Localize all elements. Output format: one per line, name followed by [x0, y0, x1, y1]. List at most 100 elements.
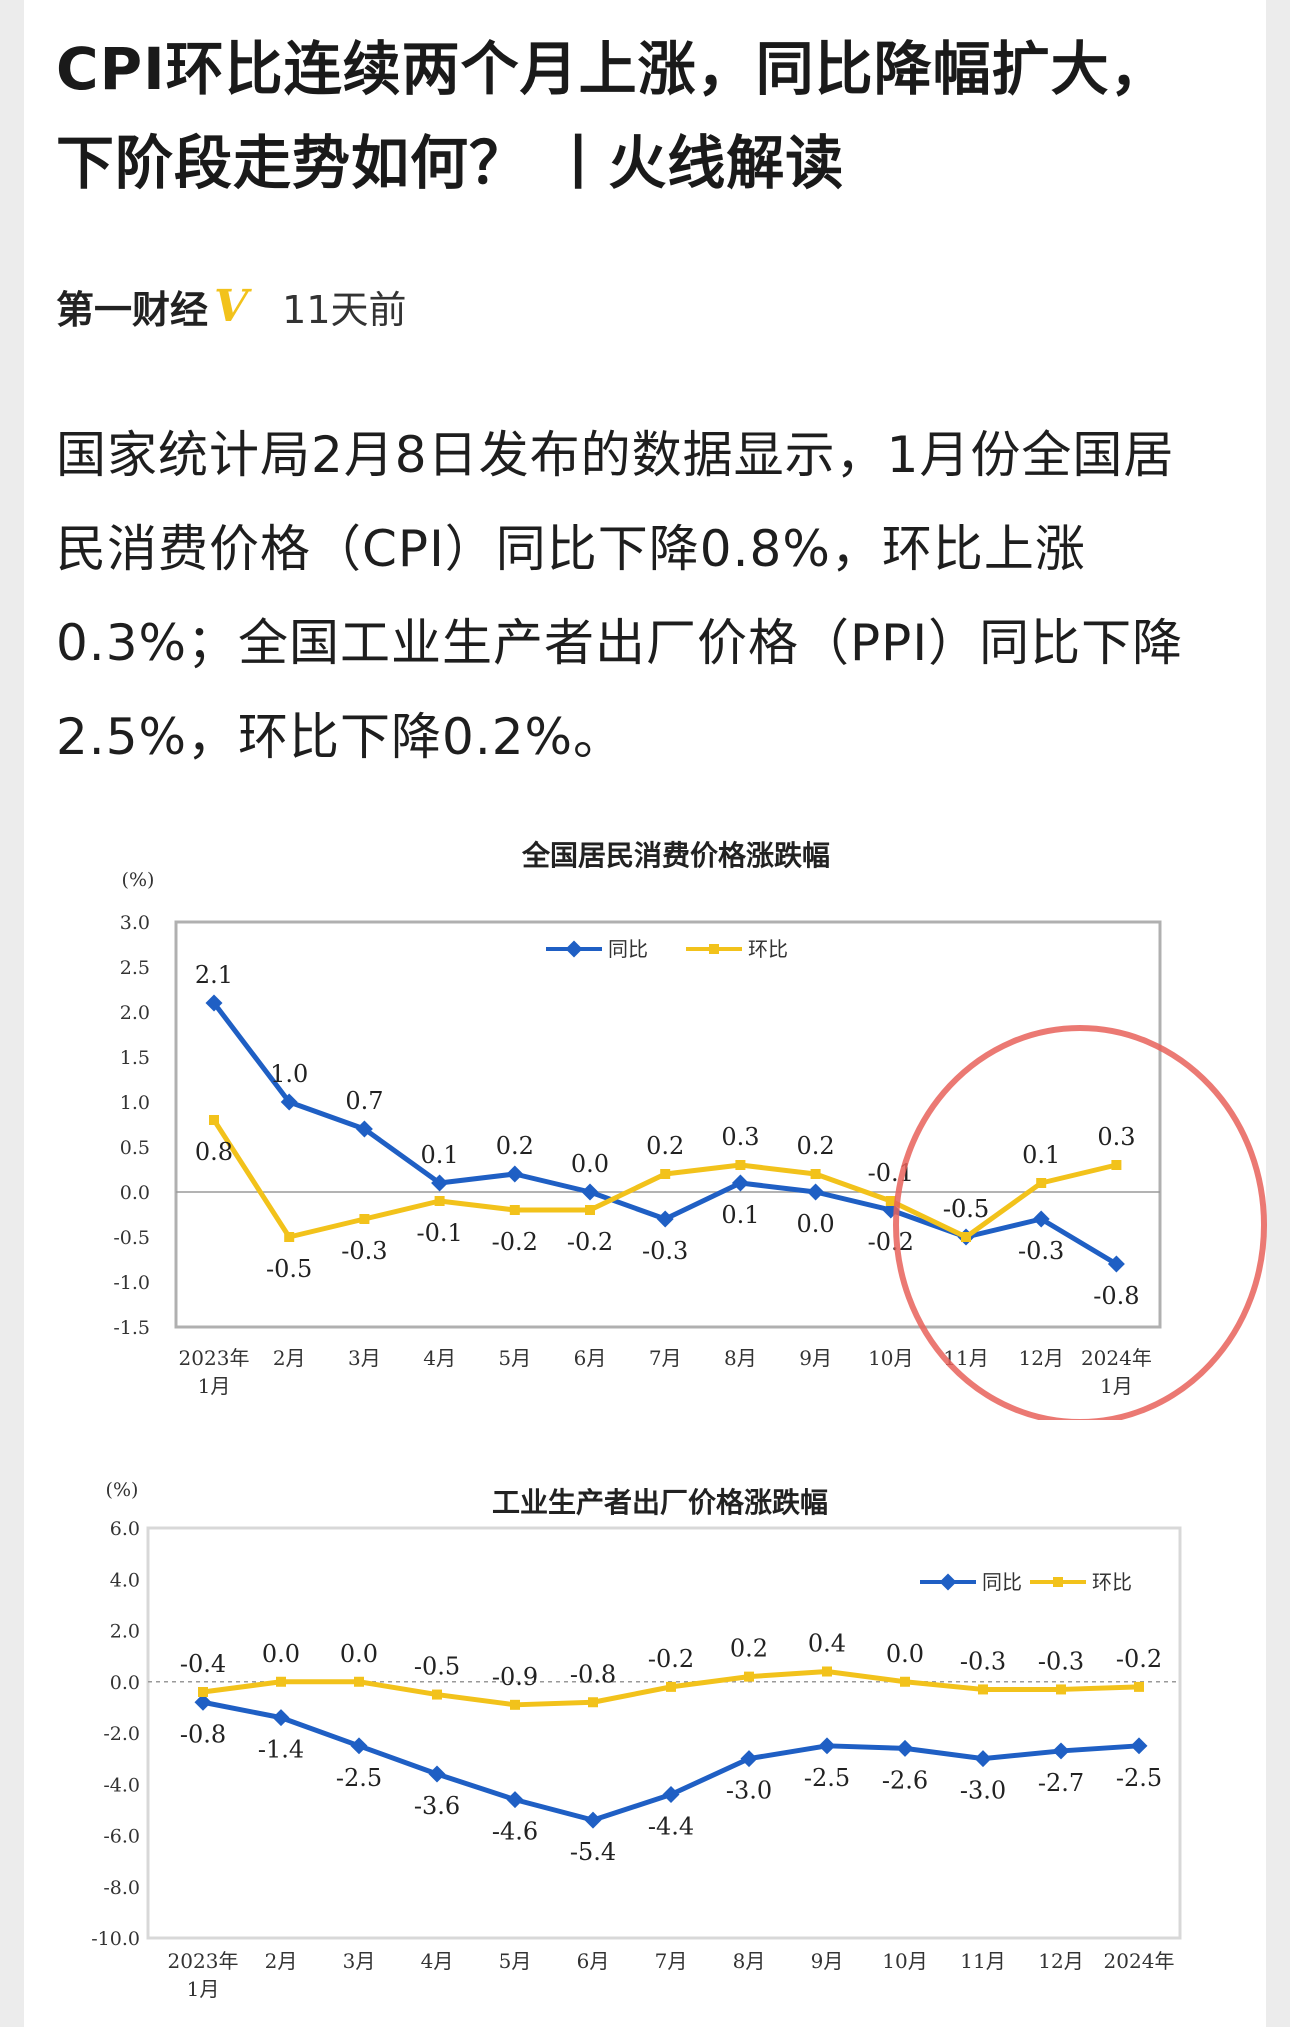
cpi-data-label: 0.7: [345, 1087, 383, 1115]
cpi-x-tick-label: 2月: [273, 1346, 306, 1370]
cpi-y-unit: (%): [122, 869, 155, 891]
ppi-legend-label: 同比: [982, 1570, 1022, 1594]
ppi-point-mom: [1056, 1684, 1066, 1695]
cpi-data-label: -0.5: [943, 1195, 989, 1223]
cpi-point-mom: [1036, 1178, 1047, 1188]
ppi-x-tick-label: 1月: [187, 1977, 220, 2001]
ppi-point-mom: [822, 1666, 832, 1677]
cpi-data-label: 0.2: [797, 1132, 835, 1160]
ppi-x-tick-label: 9月: [811, 1949, 844, 1973]
ppi-point-yoy: [584, 1811, 602, 1829]
cpi-data-label: -0.2: [868, 1228, 914, 1256]
source-name[interactable]: 第一财经: [56, 287, 209, 332]
cpi-data-label: 0.1: [421, 1141, 459, 1169]
ppi-point-mom: [588, 1697, 598, 1708]
cpi-plot-frame: [174, 920, 1162, 1329]
ppi-x-tick-label: 2月: [265, 1949, 298, 1973]
cpi-y-tick-label: -1.0: [113, 1272, 150, 1294]
cpi-point-mom: [1111, 1160, 1122, 1170]
cpi-legend-label: 同比: [608, 937, 648, 961]
ppi-x-tick-label: 10月: [882, 1949, 927, 1973]
ppi-legend-marker: [939, 1573, 957, 1591]
cpi-x-tick-label: 1月: [198, 1374, 231, 1398]
ppi-data-label: 0.2: [730, 1635, 768, 1663]
cpi-data-label: 0.0: [571, 1150, 609, 1178]
ppi-point-mom: [744, 1671, 754, 1682]
ppi-legend-marker: [1053, 1577, 1063, 1587]
ppi-data-label: 0.0: [262, 1640, 300, 1668]
cpi-data-label: -0.2: [567, 1228, 613, 1256]
cpi-data-label: -0.5: [266, 1255, 312, 1283]
ppi-point-yoy: [740, 1750, 758, 1768]
ppi-point-mom: [978, 1684, 988, 1695]
cpi-point-yoy: [205, 994, 223, 1012]
cpi-x-tick-label: 2024年: [1081, 1346, 1152, 1370]
ppi-y-tick-label: 6.0: [110, 1518, 140, 1540]
cpi-data-label: -0.3: [642, 1237, 688, 1265]
cpi-x-tick-label: 9月: [799, 1346, 832, 1370]
ppi-data-label: -0.9: [492, 1663, 538, 1691]
ppi-data-label: -3.0: [726, 1777, 772, 1805]
cpi-point-mom: [284, 1232, 295, 1242]
ppi-point-mom: [354, 1676, 364, 1687]
ppi-point-yoy: [974, 1750, 992, 1768]
ppi-x-tick-label: 5月: [499, 1949, 532, 1973]
cpi-chart: 全国居民消费价格涨跌幅 (%) 3.0 2.5 2.0 1.5 1.0 0.5 0.0 -0.5 -…: [113, 839, 1267, 1420]
cpi-data-label: 0.8: [195, 1138, 233, 1166]
article-title: CPI环比连续两个月上涨，同比降幅扩大，下阶段走势如何？ 丨火线解读: [56, 35, 1169, 197]
cpi-point-yoy: [581, 1183, 599, 1201]
cpi-point-mom: [885, 1196, 896, 1206]
cpi-legend-marker: [565, 940, 583, 958]
ppi-point-mom: [198, 1687, 208, 1697]
ppi-data-label: -0.4: [180, 1650, 226, 1678]
cpi-point-mom: [961, 1232, 971, 1242]
ppi-data-label: -2.5: [336, 1764, 382, 1792]
cpi-x-tick-label: 10月: [868, 1346, 913, 1370]
cpi-data-label: 0.2: [646, 1132, 684, 1160]
ppi-point-mom: [666, 1681, 676, 1692]
ppi-data-label: -0.5: [414, 1653, 460, 1681]
ppi-x-tick-label: 3月: [343, 1949, 376, 1973]
ppi-point-yoy: [662, 1786, 680, 1803]
cpi-x-tick-label: 3月: [348, 1346, 381, 1370]
ppi-x-tick-label: 2023年: [168, 1949, 239, 1973]
ppi-data-label: -0.2: [648, 1645, 694, 1673]
ppi-x-tick-label: 12月: [1038, 1949, 1083, 1973]
ppi-y-tick-label: -8.0: [103, 1877, 140, 1899]
ppi-point-yoy: [1130, 1737, 1148, 1755]
ppi-data-label: -0.2: [1116, 1645, 1162, 1673]
ppi-data-label: -0.8: [180, 1720, 226, 1748]
ppi-x-tick-label: 2024年: [1104, 1949, 1175, 1973]
cpi-data-label: 0.3: [1097, 1123, 1135, 1151]
ppi-point-yoy: [272, 1709, 290, 1727]
cpi-data-label: -0.8: [1093, 1282, 1139, 1310]
cpi-data-label: 0.1: [721, 1201, 759, 1229]
ppi-point-yoy: [896, 1739, 914, 1757]
ppi-point-yoy: [818, 1737, 836, 1755]
ppi-point-mom: [1134, 1681, 1144, 1692]
cpi-legend-marker: [709, 944, 719, 954]
ppi-data-label: -2.5: [1116, 1764, 1162, 1792]
article-meta: 第一财经 V 11天前: [56, 278, 407, 334]
cpi-data-label: -0.3: [1018, 1237, 1064, 1265]
cpi-x-tick-label: 12月: [1018, 1346, 1063, 1370]
cpi-data-label: 0.1: [1022, 1141, 1060, 1169]
ppi-point-mom: [900, 1676, 910, 1687]
ppi-data-label: -3.0: [960, 1777, 1006, 1805]
cpi-y-tick-label: -1.5: [113, 1317, 150, 1339]
cpi-data-label: -0.5: [943, 1195, 989, 1223]
cpi-x-tick-label: 4月: [423, 1346, 456, 1370]
cpi-point-mom: [810, 1169, 821, 1179]
cpi-x-tick-label: 6月: [574, 1346, 607, 1370]
ppi-data-label: -2.6: [882, 1766, 928, 1794]
ppi-data-label: -4.6: [492, 1818, 538, 1846]
cpi-y-tick-label: 3.0: [120, 912, 150, 934]
ppi-y-tick-label: -2.0: [103, 1723, 140, 1745]
ppi-point-mom: [510, 1699, 520, 1710]
ppi-data-label: -0.3: [960, 1647, 1006, 1675]
ppi-data-label: 0.4: [808, 1630, 846, 1658]
cpi-data-label: -0.1: [416, 1219, 462, 1247]
ppi-data-label: -4.4: [648, 1813, 694, 1841]
cpi-data-label: 2.1: [195, 961, 233, 989]
cpi-data-label: 0.3: [721, 1123, 759, 1151]
